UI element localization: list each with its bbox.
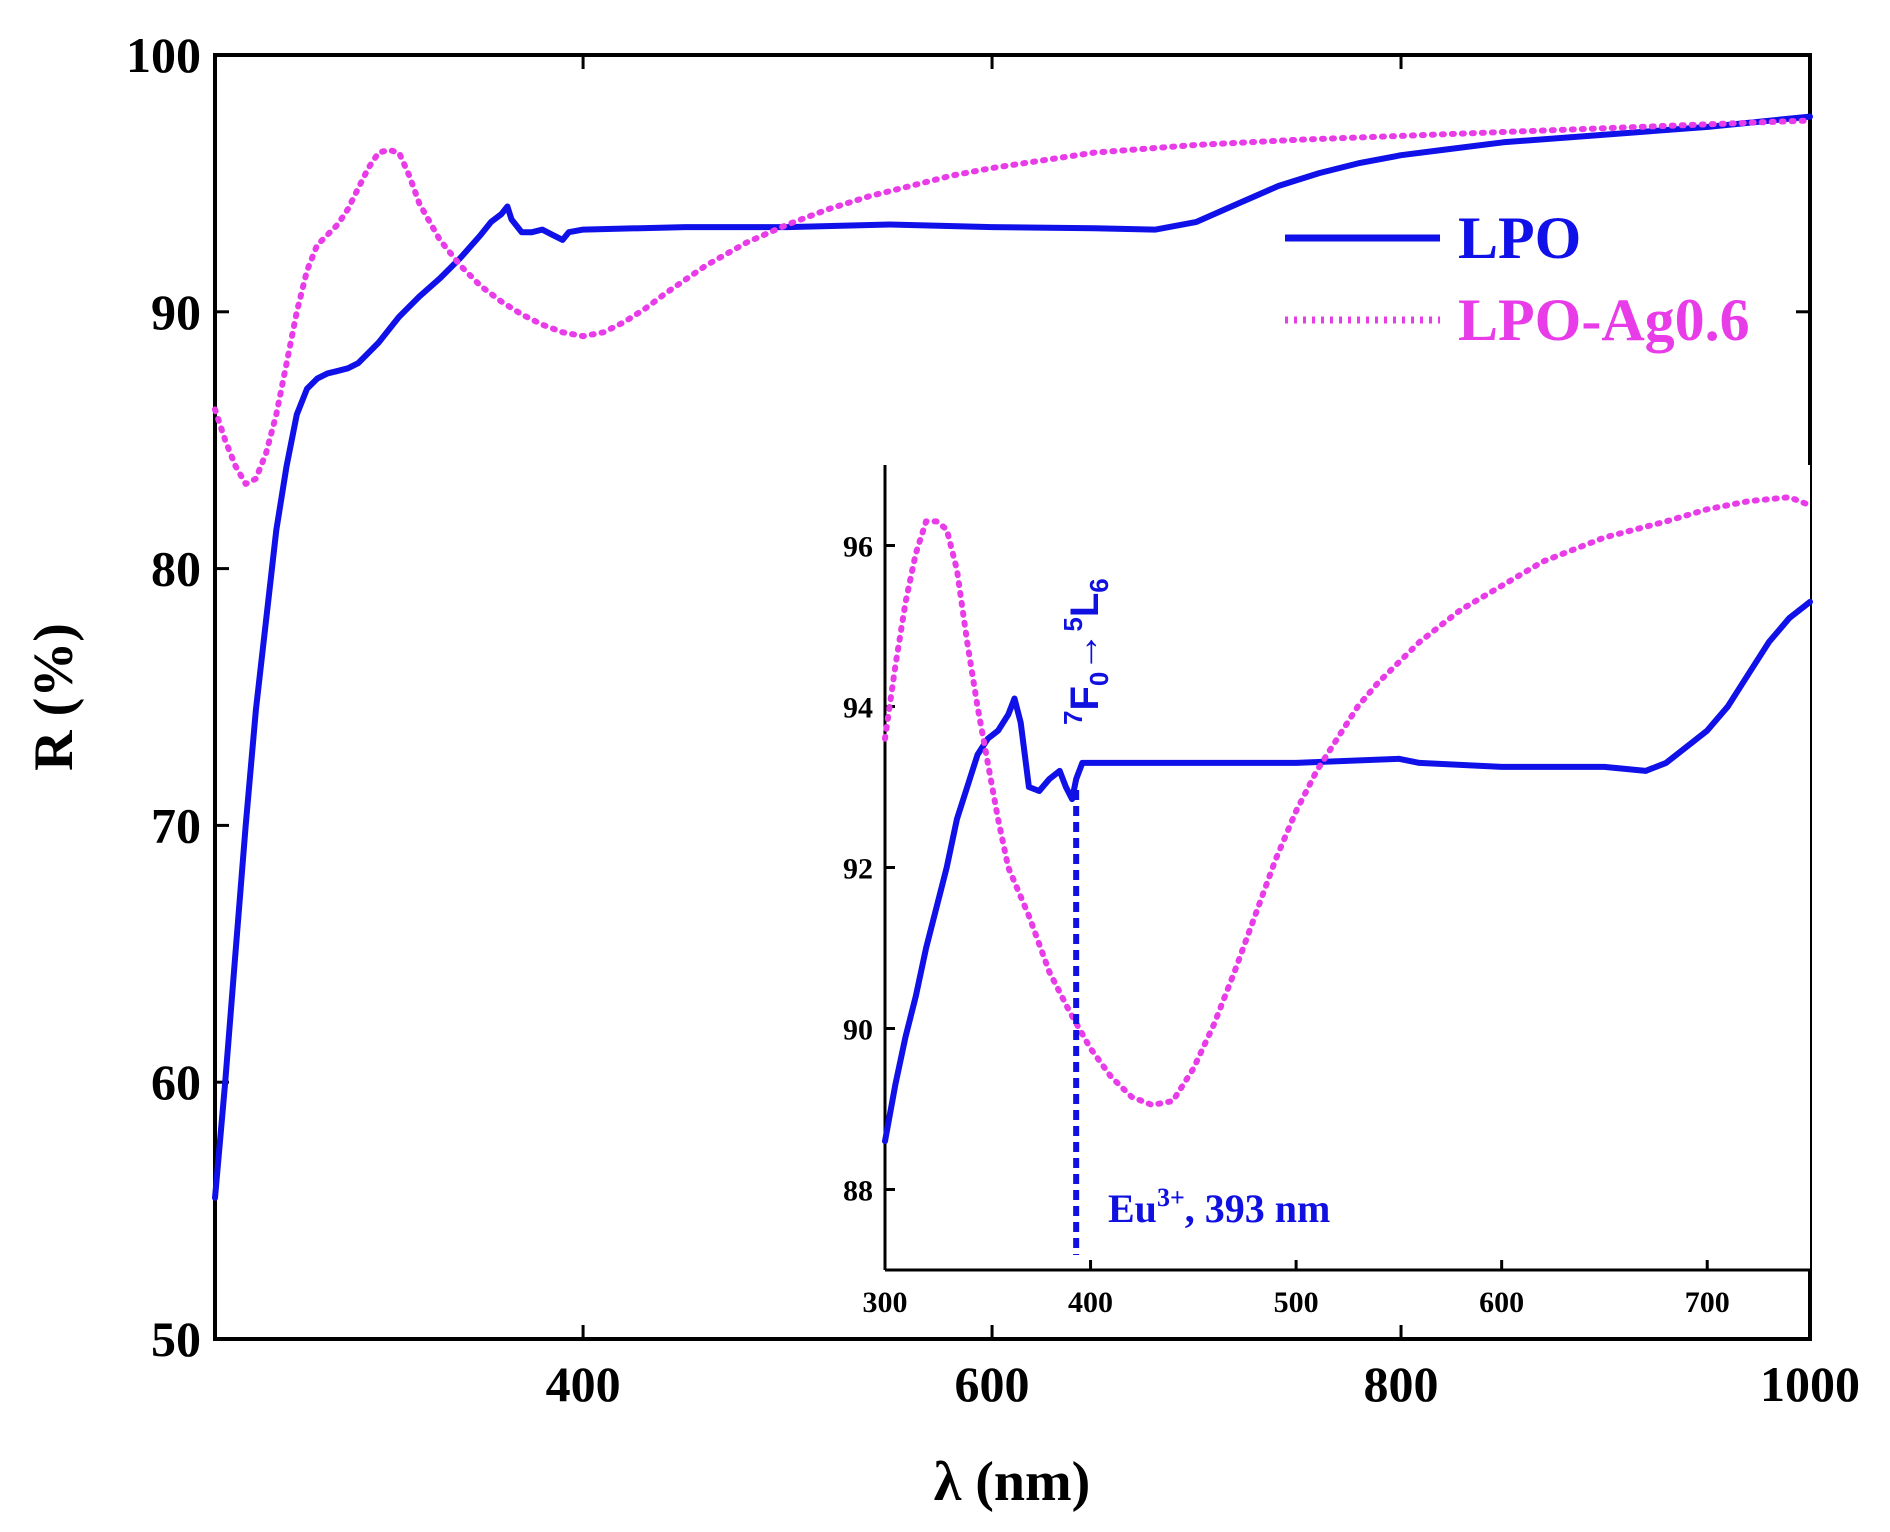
transition-arrow: → — [1063, 632, 1107, 672]
main-x-tick-label: 1000 — [1760, 1356, 1860, 1412]
transition-sup5: 5 — [1058, 617, 1088, 631]
inset-x-tick-label: 700 — [1685, 1286, 1730, 1319]
transition-sub0: 0 — [1084, 672, 1114, 686]
inset-y-tick-label: 90 — [843, 1014, 873, 1047]
transition-label: 7F0→5L6 — [1058, 578, 1114, 725]
y-axis-title: R (%) — [23, 623, 85, 771]
legend-label-lpo-ag: LPO-Ag0.6 — [1458, 287, 1750, 353]
inset-x-tick-label: 300 — [863, 1286, 908, 1319]
x-axis-title: λ (nm) — [934, 1451, 1091, 1513]
main-y-tick-label: 70 — [151, 797, 201, 853]
main-y-tick-label: 50 — [151, 1311, 201, 1367]
main-y-tick-label: 90 — [151, 284, 201, 340]
main-x-tick-label: 400 — [546, 1356, 621, 1412]
eu-label-sup: 3+ — [1157, 1183, 1185, 1212]
inset-series-lpo-ag0-6 — [882, 494, 1813, 1108]
inset-series-lpo — [882, 598, 1813, 1145]
inset-series — [882, 494, 1813, 1145]
transition-text: 7F0→5L6 — [1058, 578, 1114, 725]
main-series-lpo — [212, 113, 1813, 1201]
main-y-tick-label: 60 — [151, 1054, 201, 1110]
inset-x-tick-label: 500 — [1274, 1286, 1319, 1319]
inset-y-tick-label: 88 — [843, 1175, 873, 1208]
main-series — [212, 113, 1813, 1201]
inset-y-tick-label: 92 — [843, 853, 873, 886]
inset-y-tick-label: 94 — [843, 692, 873, 725]
inset-x-tick-label: 600 — [1479, 1286, 1524, 1319]
inset-x-tick-label: 400 — [1068, 1286, 1113, 1319]
legend-label-lpo: LPO — [1458, 205, 1581, 271]
main-y-tick-label: 80 — [151, 541, 201, 597]
legend: LPO LPO-Ag0.6 — [1285, 205, 1750, 353]
main-x-tick-label: 600 — [955, 1356, 1030, 1412]
inset-y-tick-label: 96 — [843, 531, 873, 564]
transition-presup: 7 — [1058, 711, 1088, 725]
eu-label-prefix: Eu — [1108, 1186, 1157, 1231]
eu-393-label: Eu3+, 393 nm — [1108, 1183, 1330, 1231]
main-x-tick-label: 800 — [1364, 1356, 1439, 1412]
transition-l: L — [1063, 593, 1107, 617]
eu-label-suffix: , 393 nm — [1185, 1186, 1331, 1231]
main-series-lpo-ag0-6 — [212, 117, 1813, 487]
transition-sub6: 6 — [1084, 578, 1114, 592]
transition-f: F — [1063, 686, 1107, 710]
inset-ticks: 300 400 500 600 700 88 90 92 94 96 — [843, 531, 1730, 1320]
main-y-tick-label: 100 — [126, 27, 201, 83]
inset-background — [885, 465, 1810, 1270]
